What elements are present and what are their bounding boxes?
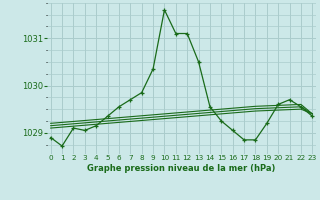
X-axis label: Graphe pression niveau de la mer (hPa): Graphe pression niveau de la mer (hPa) [87,164,276,173]
